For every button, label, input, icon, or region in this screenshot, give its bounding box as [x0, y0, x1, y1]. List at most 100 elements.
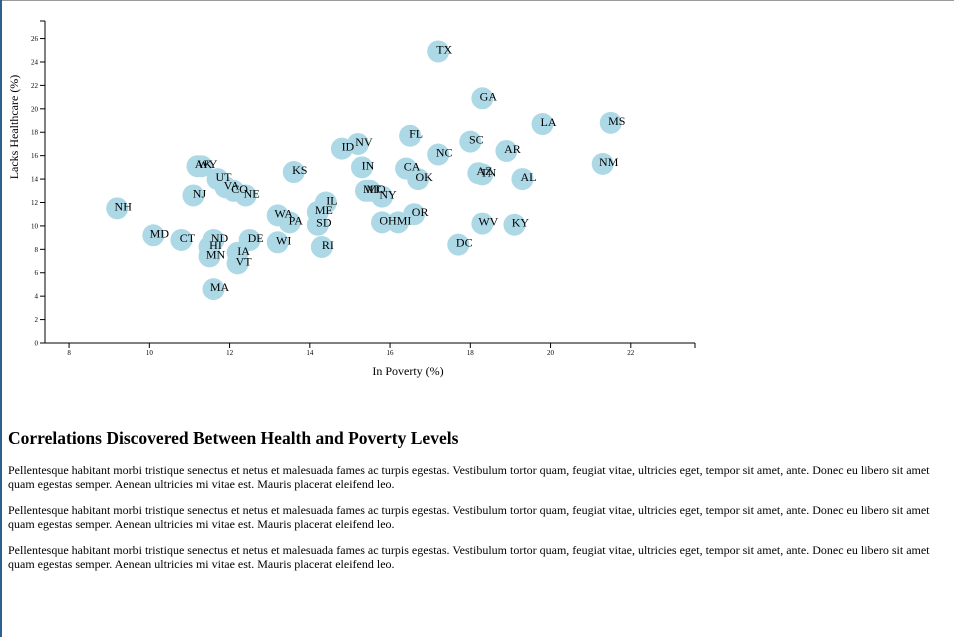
point-marker — [447, 233, 470, 256]
x-tick-label: 20 — [547, 349, 555, 357]
x-axis-title: In Poverty (%) — [372, 364, 443, 378]
state-label: VT — [236, 254, 253, 268]
point-marker — [350, 156, 373, 179]
scatter-chart: 8 10 12 14 16 18 20 22 02468101214161820222426 … — [7, 20, 696, 378]
point-marker — [282, 161, 305, 184]
state-label: OH — [379, 213, 397, 227]
point-marker — [471, 87, 494, 110]
point-marker — [599, 111, 622, 134]
point-marker — [278, 211, 301, 234]
point-marker — [591, 152, 614, 175]
state-label: NE — [244, 186, 260, 200]
x-tick-label: 12 — [226, 349, 234, 357]
state-label: WI — [276, 233, 291, 247]
x-tick-label: 8 — [67, 349, 71, 357]
state-label: ID — [342, 140, 355, 154]
point-marker — [170, 228, 193, 251]
state-label: LA — [541, 115, 557, 129]
top-border — [0, 0, 954, 1]
point-marker — [202, 278, 225, 301]
y-tick-label: 18 — [31, 129, 39, 137]
x-tick-label: 16 — [387, 349, 395, 357]
x-tick-label: 18 — [467, 349, 475, 357]
point-marker — [503, 213, 526, 236]
state-label: MS — [608, 114, 625, 128]
state-label: IA — [237, 244, 250, 258]
y-tick-label: 0 — [35, 340, 39, 348]
state-label: MA — [210, 280, 230, 294]
state-label: CO — [231, 182, 248, 196]
markers — [106, 40, 622, 301]
point-marker — [190, 155, 213, 178]
state-label: VA — [224, 178, 240, 192]
y-tick-label: 24 — [31, 58, 39, 66]
state-label: PA — [289, 213, 304, 227]
point-marker — [310, 235, 333, 258]
point-marker — [427, 143, 450, 166]
point-marker — [371, 185, 394, 208]
point-marker — [198, 245, 221, 268]
point-marker — [495, 139, 518, 162]
y-tick-label: 4 — [35, 293, 39, 301]
y-tick-label: 16 — [31, 152, 39, 160]
state-label: HI — [209, 238, 222, 252]
y-tick-label: 26 — [31, 35, 39, 43]
point-marker — [511, 168, 534, 191]
left-border — [0, 0, 2, 637]
state-label: ME — [315, 203, 333, 217]
state-label: AZ — [476, 164, 492, 178]
point-marker — [306, 213, 329, 236]
y-tick-label: 10 — [31, 222, 39, 230]
state-label: DE — [248, 231, 264, 245]
y-tick-label: 22 — [31, 82, 39, 90]
state-label: UT — [216, 170, 233, 184]
state-label: TX — [436, 42, 452, 56]
state-label: CT — [180, 231, 196, 245]
state-label: MD — [150, 226, 170, 240]
state-label: IL — [326, 193, 337, 207]
point-marker — [399, 124, 422, 147]
state-label: DC — [456, 236, 473, 250]
y-tick-label: 14 — [31, 176, 39, 184]
state-label: ND — [211, 231, 229, 245]
state-label: SC — [469, 133, 484, 147]
state-label: TN — [480, 165, 496, 179]
point-marker — [471, 163, 494, 186]
point-marker — [226, 252, 249, 275]
x-tick-label: 14 — [306, 349, 314, 357]
point-marker — [531, 113, 554, 136]
state-label: IN — [362, 158, 375, 172]
y-tick-label: 6 — [35, 269, 39, 277]
state-label: MT — [363, 182, 382, 196]
point-marker — [266, 231, 289, 254]
article-paragraph-2: Pellentesque habitant morbi tristique se… — [8, 503, 930, 531]
point-marker — [182, 184, 205, 207]
state-label: NM — [599, 155, 619, 169]
state-label: KS — [292, 163, 307, 177]
point-marker — [407, 168, 430, 191]
state-label: GA — [480, 89, 498, 103]
state-label: WA — [274, 206, 293, 220]
point-marker — [371, 211, 394, 234]
y-tick-label: 8 — [35, 246, 39, 254]
state-label: FL — [409, 127, 423, 141]
state-label: WY — [197, 157, 217, 171]
x-axis: 8 10 12 14 16 18 20 22 — [45, 342, 696, 357]
y-tick-label: 12 — [31, 199, 39, 207]
state-label: MO — [366, 182, 386, 196]
point-marker — [387, 211, 410, 234]
state-label: CA — [404, 160, 421, 174]
point-marker — [142, 224, 165, 247]
state-label: NV — [355, 135, 373, 149]
state-label: NJ — [193, 186, 207, 200]
state-label: AK — [195, 157, 213, 171]
state-label: MI — [397, 213, 412, 227]
state-label: OK — [415, 170, 433, 184]
state-label: NH — [115, 199, 133, 213]
y-tick-label: 20 — [31, 105, 39, 113]
x-tick-label: 10 — [146, 349, 154, 357]
state-label: OR — [412, 205, 429, 219]
state-label: KY — [512, 216, 530, 230]
y-tick-label: 2 — [35, 316, 39, 324]
